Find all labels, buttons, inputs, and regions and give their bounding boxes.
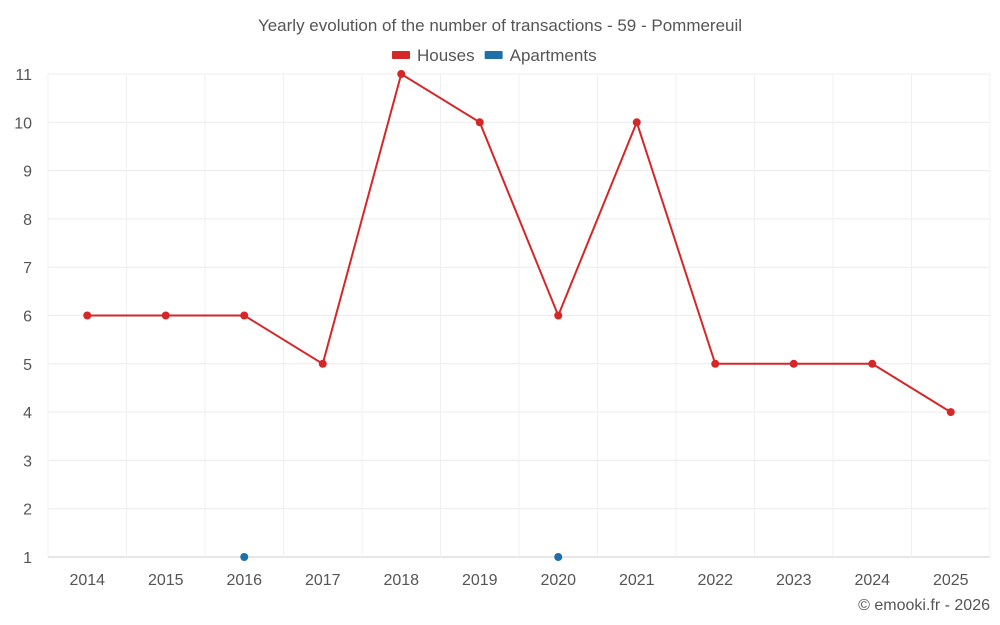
series-line-houses xyxy=(87,72,952,413)
data-point-houses xyxy=(475,118,484,127)
credit: © emooki.fr - 2026 xyxy=(858,597,990,614)
x-tick-label: 2021 xyxy=(619,572,655,589)
data-point-houses xyxy=(240,311,249,320)
legend-label-houses: Houses xyxy=(417,46,475,65)
legend-swatch-houses xyxy=(392,51,410,59)
data-point-houses xyxy=(83,311,92,320)
legend: Houses Apartments xyxy=(392,46,597,65)
x-tick-label: 2017 xyxy=(305,572,341,589)
data-point-houses xyxy=(868,359,877,368)
x-tick-label: 2014 xyxy=(69,572,105,589)
x-tick-label: 2022 xyxy=(697,572,733,589)
data-point-houses xyxy=(397,70,406,78)
y-tick-label: 9 xyxy=(23,164,32,181)
x-tick-label: 2025 xyxy=(933,572,969,589)
y-tick-label: 11 xyxy=(15,67,32,84)
x-tick-label: 2020 xyxy=(540,572,576,589)
data-point-apartments xyxy=(240,553,249,561)
axes: 1 2 3 4 5 6 7 8 9 10 11 2014 2015 2016 2017 2018 2019 202… xyxy=(14,67,968,589)
x-tick-label: 2019 xyxy=(462,572,498,589)
x-tick-label: 2023 xyxy=(776,572,812,589)
y-tick-label: 1 xyxy=(23,550,32,567)
y-tick-label: 5 xyxy=(23,357,32,374)
data-point-houses xyxy=(554,311,563,320)
y-tick-label: 6 xyxy=(23,309,32,326)
chart-title: Yearly evolution of the number of transa… xyxy=(258,16,742,35)
data-point-houses xyxy=(946,408,955,417)
y-tick-label: 7 xyxy=(23,260,32,277)
y-tick-label: 8 xyxy=(23,212,32,229)
data-point-apartments xyxy=(554,553,563,561)
y-tick-label: 3 xyxy=(23,453,32,470)
legend-label-apartments: Apartments xyxy=(510,46,597,65)
x-tick-label: 2015 xyxy=(148,572,184,589)
series-layer xyxy=(83,70,955,561)
y-tick-label: 4 xyxy=(23,405,32,422)
y-tick-label: 10 xyxy=(14,115,32,132)
y-tick-label: 2 xyxy=(23,502,32,519)
data-point-houses xyxy=(632,118,641,127)
x-tick-label: 2018 xyxy=(383,572,419,589)
legend-swatch-apartments xyxy=(484,51,503,59)
data-point-houses xyxy=(789,359,798,368)
data-point-houses xyxy=(161,311,170,320)
x-tick-label: 2016 xyxy=(226,572,262,589)
data-point-houses xyxy=(711,359,720,368)
x-tick-label: 2024 xyxy=(854,572,890,589)
data-point-houses xyxy=(318,359,327,368)
